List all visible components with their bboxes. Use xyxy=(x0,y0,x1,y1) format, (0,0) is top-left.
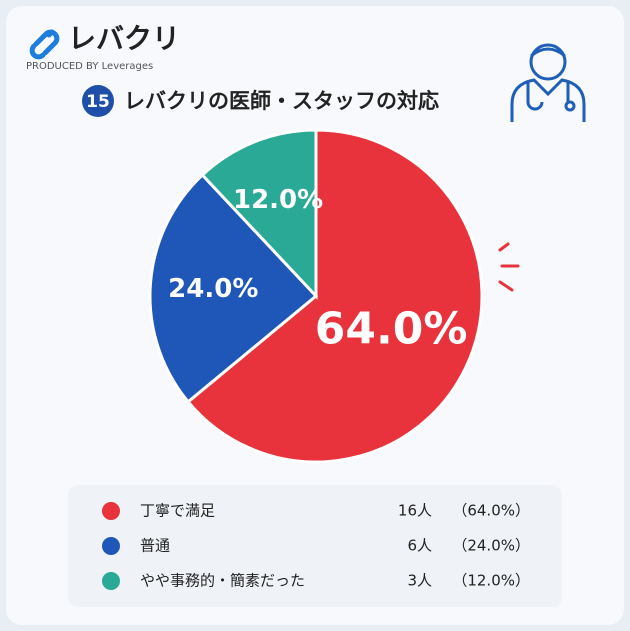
doctor-icon xyxy=(510,43,586,122)
logo-icon xyxy=(29,29,60,60)
chart-title: レバクリの医師・スタッフの対応 xyxy=(124,89,439,113)
legend-swatch xyxy=(102,537,120,555)
pie-slice xyxy=(148,172,319,404)
logo-text: レバクリ xyxy=(68,22,180,55)
emphasis-lines xyxy=(498,242,520,292)
legend-value: （64.0%） xyxy=(452,502,530,520)
produced-by: PRODUCED BY Leverages xyxy=(26,61,153,72)
legend-count: 16人 xyxy=(398,502,432,520)
legend-label: 普通 xyxy=(140,537,170,555)
slice-label: 64.0% xyxy=(315,303,468,354)
legend-count: 3人 xyxy=(407,572,432,590)
legend-value: （24.0%） xyxy=(452,537,530,555)
slice-label: 24.0% xyxy=(168,274,258,304)
legend-box xyxy=(68,485,562,607)
number-badge xyxy=(82,85,114,117)
legend-label: 丁寧で満足 xyxy=(140,502,215,520)
legend-label: やや事務的・簡素だった xyxy=(140,572,305,590)
legend-swatch xyxy=(102,502,120,520)
legend-count: 6人 xyxy=(407,537,432,555)
slice-label: 12.0% xyxy=(233,185,323,215)
number-text: 15 xyxy=(86,92,110,112)
pie-slice xyxy=(200,128,318,300)
legend-value: （12.0%） xyxy=(452,572,530,590)
pie-slice xyxy=(185,128,484,464)
legend-swatch xyxy=(102,572,120,590)
